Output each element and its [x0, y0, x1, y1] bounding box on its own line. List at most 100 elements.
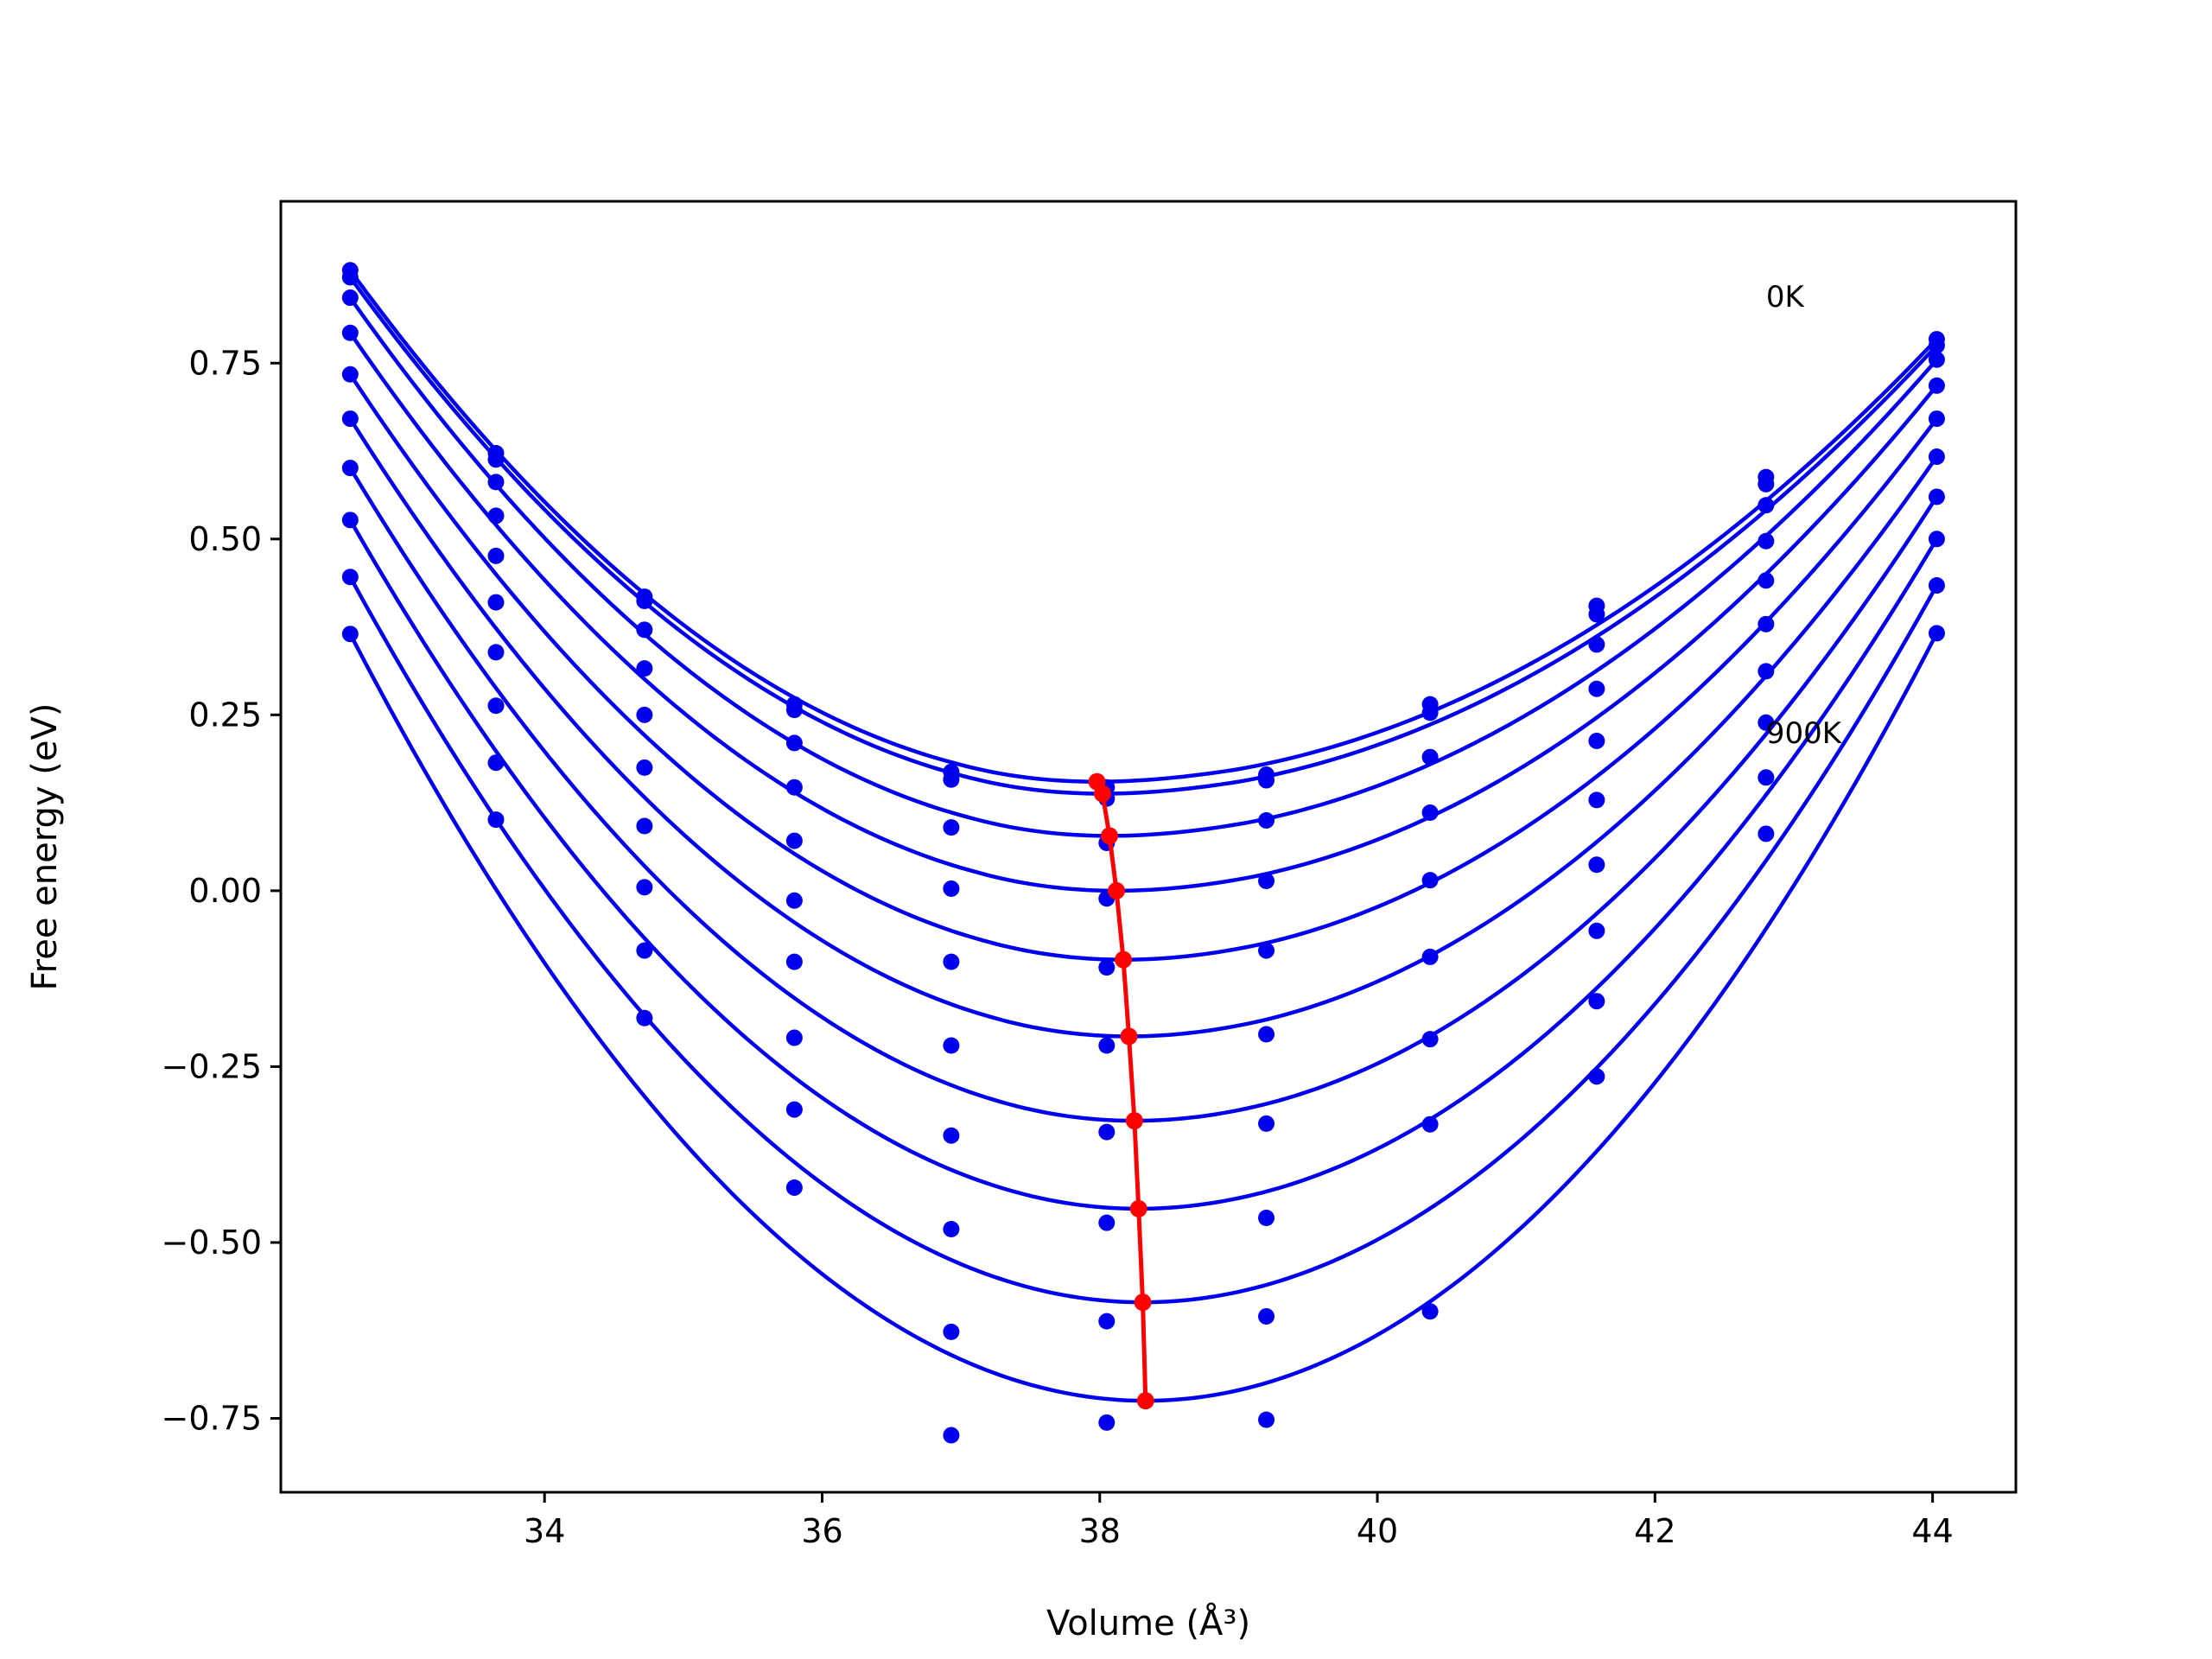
- data-point: [785, 702, 803, 719]
- data-point: [1928, 625, 1945, 642]
- data-point: [1421, 1116, 1439, 1133]
- data-point: [1258, 1026, 1275, 1043]
- minima-point: [1134, 1294, 1152, 1312]
- y-tick-label: 0.75: [188, 344, 262, 382]
- data-point: [1758, 497, 1775, 514]
- data-point: [341, 460, 359, 477]
- data-point: [943, 771, 960, 788]
- data-point: [1588, 636, 1605, 653]
- temperature-annotation: 900K: [1766, 716, 1843, 751]
- data-point: [943, 953, 960, 970]
- data-point: [341, 269, 359, 286]
- data-point: [636, 592, 653, 609]
- data-point: [943, 819, 960, 836]
- y-tick-label: −0.75: [162, 1400, 262, 1438]
- data-point: [943, 880, 960, 897]
- data-point: [1588, 1068, 1605, 1085]
- temperature-annotation: 0K: [1766, 280, 1806, 315]
- data-point: [1258, 1209, 1275, 1226]
- data-point: [487, 451, 505, 468]
- data-point: [487, 547, 505, 564]
- data-point: [1258, 772, 1275, 789]
- data-point: [1588, 791, 1605, 809]
- data-point: [1928, 410, 1945, 428]
- data-point: [1098, 1123, 1116, 1141]
- data-point: [1098, 1313, 1116, 1330]
- data-point: [1758, 714, 1775, 731]
- data-point: [487, 644, 505, 661]
- data-point: [487, 474, 505, 491]
- data-point: [1098, 1414, 1116, 1431]
- minima-point: [1136, 1392, 1154, 1410]
- data-point: [636, 817, 653, 835]
- data-point: [1588, 732, 1605, 749]
- axes-frame: [279, 200, 2018, 1494]
- y-axis-title: Free energy (eV): [25, 703, 65, 991]
- data-point: [341, 410, 359, 428]
- fit-curve: [348, 331, 1939, 893]
- data-point: [943, 1127, 960, 1144]
- data-point: [1588, 680, 1605, 697]
- data-point: [943, 1427, 960, 1444]
- data-point: [341, 512, 359, 529]
- data-point: [1928, 337, 1945, 354]
- data-point: [1098, 1037, 1116, 1054]
- fit-curve: [348, 417, 1939, 1039]
- y-tick-label: 0.00: [188, 872, 262, 910]
- data-point: [1588, 856, 1605, 874]
- data-point: [1258, 1411, 1275, 1428]
- plot-area: [341, 262, 1945, 1444]
- data-point: [785, 734, 803, 752]
- data-point: [785, 1029, 803, 1046]
- y-tick-label: −0.25: [162, 1047, 262, 1085]
- data-point: [487, 697, 505, 715]
- data-point: [636, 1009, 653, 1027]
- y-tick-label: 0.50: [188, 520, 262, 558]
- data-point: [1928, 531, 1945, 548]
- data-point: [785, 779, 803, 796]
- data-point: [1758, 572, 1775, 589]
- data-point: [1758, 615, 1775, 632]
- data-point: [341, 626, 359, 643]
- data-point: [487, 594, 505, 611]
- data-point: [636, 759, 653, 776]
- x-tick-label: 36: [801, 1512, 842, 1550]
- data-point: [1098, 959, 1116, 976]
- data-point: [1258, 1307, 1275, 1325]
- data-point: [943, 1323, 960, 1340]
- data-point: [487, 507, 505, 524]
- minima-group: [1088, 772, 1154, 1410]
- data-point: [636, 942, 653, 959]
- data-point: [943, 1037, 960, 1054]
- data-point: [636, 660, 653, 677]
- data-point: [785, 1179, 803, 1196]
- data-point: [1928, 448, 1945, 466]
- x-tick-label: 34: [524, 1512, 565, 1550]
- data-point: [341, 324, 359, 341]
- data-point: [636, 706, 653, 723]
- data-point: [1758, 475, 1775, 493]
- data-point: [943, 1221, 960, 1238]
- x-tick-label: 42: [1634, 1512, 1675, 1550]
- data-point: [1928, 488, 1945, 505]
- data-point: [785, 953, 803, 970]
- data-point: [1098, 1214, 1116, 1231]
- minima-point: [1115, 950, 1133, 969]
- minima-point: [1129, 1199, 1147, 1217]
- fit-curve: [348, 467, 1939, 1123]
- data-point: [1421, 704, 1439, 721]
- fit-curve: [348, 373, 1939, 962]
- data-point: [1258, 942, 1275, 959]
- data-point: [341, 289, 359, 307]
- data-point: [785, 1101, 803, 1118]
- data-point: [1928, 577, 1945, 594]
- x-axis-title: Volume (Å³): [1046, 1602, 1250, 1643]
- minima-line: [1095, 780, 1148, 1402]
- data-point: [1421, 748, 1439, 766]
- minima-point: [1108, 881, 1126, 899]
- data-point: [785, 832, 803, 849]
- minima-point: [1120, 1027, 1138, 1046]
- data-point: [1758, 532, 1775, 550]
- minima-point: [1093, 785, 1111, 803]
- data-point: [1588, 922, 1605, 939]
